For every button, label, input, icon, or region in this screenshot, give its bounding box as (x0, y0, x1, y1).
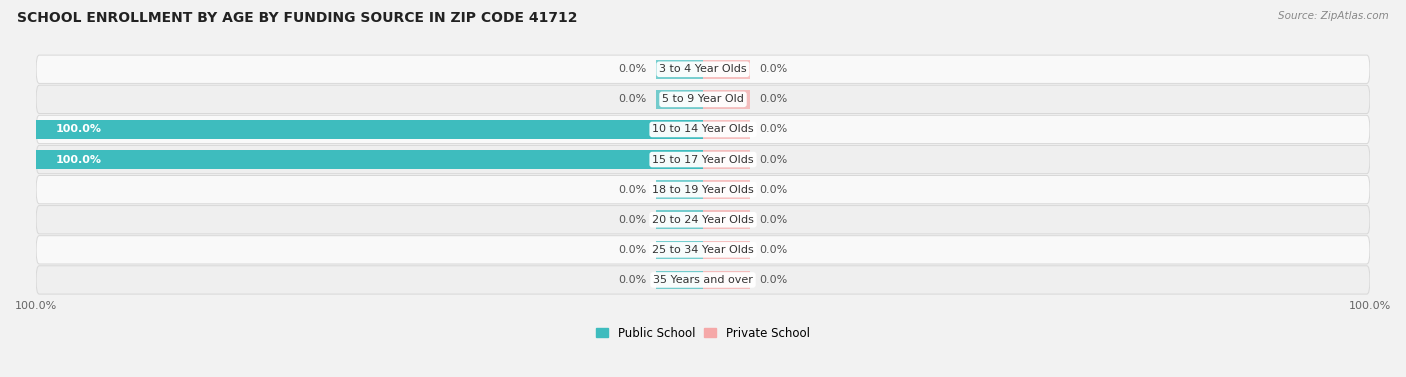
Text: 0.0%: 0.0% (759, 124, 787, 135)
Bar (703, 241, 749, 259)
Text: 100.0%: 100.0% (56, 155, 103, 164)
Text: 0.0%: 0.0% (759, 275, 787, 285)
Text: 5 to 9 Year Old: 5 to 9 Year Old (662, 94, 744, 104)
FancyBboxPatch shape (37, 176, 1369, 204)
Text: 0.0%: 0.0% (759, 94, 787, 104)
Text: 0.0%: 0.0% (759, 215, 787, 225)
Text: Source: ZipAtlas.com: Source: ZipAtlas.com (1278, 11, 1389, 21)
Text: 0.0%: 0.0% (619, 245, 647, 255)
FancyBboxPatch shape (37, 55, 1369, 83)
Text: SCHOOL ENROLLMENT BY AGE BY FUNDING SOURCE IN ZIP CODE 41712: SCHOOL ENROLLMENT BY AGE BY FUNDING SOUR… (17, 11, 578, 25)
Text: 10 to 14 Year Olds: 10 to 14 Year Olds (652, 124, 754, 135)
Text: 18 to 19 Year Olds: 18 to 19 Year Olds (652, 185, 754, 195)
FancyBboxPatch shape (37, 85, 1369, 113)
FancyBboxPatch shape (37, 115, 1369, 144)
Bar (703, 180, 749, 199)
Text: 15 to 17 Year Olds: 15 to 17 Year Olds (652, 155, 754, 164)
Bar (37, 120, 703, 139)
Bar (703, 271, 749, 289)
Text: 0.0%: 0.0% (619, 275, 647, 285)
Text: 25 to 34 Year Olds: 25 to 34 Year Olds (652, 245, 754, 255)
FancyBboxPatch shape (37, 236, 1369, 264)
Text: 100.0%: 100.0% (56, 124, 103, 135)
Legend: Public School, Private School: Public School, Private School (592, 322, 814, 344)
FancyBboxPatch shape (37, 266, 1369, 294)
Bar (657, 271, 703, 289)
FancyBboxPatch shape (37, 205, 1369, 234)
Bar (657, 60, 703, 78)
Text: 3 to 4 Year Olds: 3 to 4 Year Olds (659, 64, 747, 74)
Text: 35 Years and over: 35 Years and over (652, 275, 754, 285)
Text: 0.0%: 0.0% (759, 185, 787, 195)
Bar (657, 180, 703, 199)
FancyBboxPatch shape (37, 146, 1369, 174)
Bar (703, 90, 749, 109)
Text: 0.0%: 0.0% (619, 215, 647, 225)
Text: 20 to 24 Year Olds: 20 to 24 Year Olds (652, 215, 754, 225)
Bar (703, 60, 749, 78)
Text: 0.0%: 0.0% (759, 245, 787, 255)
Text: 0.0%: 0.0% (619, 94, 647, 104)
Text: 0.0%: 0.0% (759, 64, 787, 74)
Bar (703, 120, 749, 139)
Bar (657, 210, 703, 229)
Text: 0.0%: 0.0% (619, 185, 647, 195)
Text: 0.0%: 0.0% (619, 64, 647, 74)
Bar (703, 150, 749, 169)
Bar (657, 241, 703, 259)
Bar (37, 150, 703, 169)
Text: 0.0%: 0.0% (759, 155, 787, 164)
Bar (703, 210, 749, 229)
Bar (657, 90, 703, 109)
